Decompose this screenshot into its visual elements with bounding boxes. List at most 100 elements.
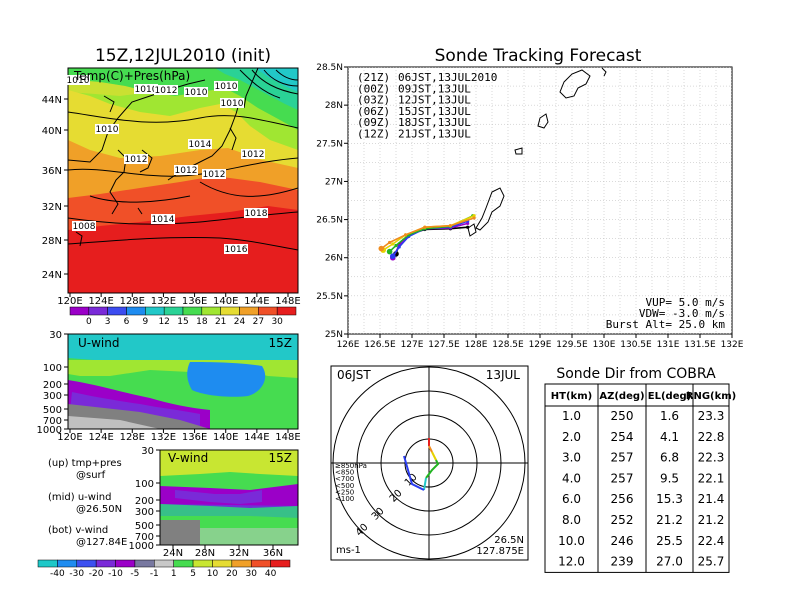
table-cell: 25.7 [698, 555, 725, 569]
burst-alt-param: Burst Alt= 25.0 km [606, 318, 726, 331]
wind-colorbar-swatch [115, 559, 136, 568]
u-pressure-tick-label: 100 [43, 363, 62, 374]
table-cell: 3.0 [562, 451, 581, 465]
u-lon-tick-label: 140E [213, 432, 238, 443]
table-cell: 22.8 [698, 430, 725, 444]
isobar-label-box [214, 81, 238, 91]
track-lat-tick-label: 25N [325, 330, 343, 340]
isobar-label: 1010 [215, 82, 238, 92]
u-wind-label: U-wind [78, 336, 119, 350]
temperature-map-panel: 15Z,12JUL2010 (init) [42, 46, 301, 327]
table-cell: 9.5 [660, 471, 679, 485]
table-cell: 4.0 [562, 471, 581, 485]
track-lat-tick-label: 28.5N [316, 63, 343, 73]
map-title: 15Z,12JUL2010 (init) [95, 46, 271, 66]
isobars [68, 69, 298, 251]
table-header-cell: HT(km) [551, 391, 592, 402]
map-lon-tick-label: 120E [57, 296, 82, 307]
wind-colorbar-tick-label: -1 [150, 569, 159, 579]
tracking-title: Sonde Tracking Forecast [435, 46, 642, 66]
table-cell: 25.5 [656, 534, 683, 548]
v-lat-tick-label: 24N [163, 548, 183, 559]
tracking-lat-axis: 28.5N 28N 27.5N 27N 26.5N 26N 25.5N 25N [316, 63, 348, 340]
track-lon-tick-label: 129E [529, 340, 552, 350]
track-endpoint [386, 248, 393, 255]
wind-colorbar-swatch [95, 559, 116, 568]
legend-line-1: (up) tmp+pres [48, 458, 122, 469]
isobar-label: 1010 [221, 99, 244, 109]
track-point [388, 240, 392, 245]
track-point [472, 214, 476, 218]
table-body: HT(km) AZ(deg) EL(deg)RNG(km) 1.0 250 1.6 23.3… [544, 383, 736, 573]
wind-colorbar-tick-label: 40 [265, 569, 277, 579]
v-pressure-tick-label: 300 [135, 507, 154, 518]
track-endpoint [378, 245, 385, 252]
v-pressure-tick-label: 1000 [129, 541, 154, 552]
isobar-label-box [124, 154, 148, 164]
v-wind-field [160, 450, 298, 545]
u-pressure-tick-label: 300 [43, 391, 62, 402]
track-lon-tick-label: 131.5E [684, 340, 716, 350]
vup-param: VUP= 5.0 m/s [646, 296, 725, 309]
map-lon-tick-label: 136E [182, 296, 207, 307]
map-lon-tick-label: 144E [244, 296, 269, 307]
legend-line-5: (bot) v-wind [48, 525, 108, 536]
isobar-label-box [151, 214, 175, 224]
table-title: Sonde Dir from COBRA [556, 366, 716, 382]
track-lon-tick-label: 132E [721, 340, 744, 350]
colorbar-swatch [239, 306, 259, 316]
track-point [397, 245, 401, 249]
track-point [423, 225, 427, 229]
tracking-lon-axis: 126E 126.5E 127E 127.5E 128E 128.5E 129E 129.5E… [337, 334, 744, 350]
polar-range-rings [331, 366, 528, 560]
isobar-label: 1014 [152, 215, 175, 225]
legend-time: 18JST,13JUL [398, 116, 471, 129]
wind-colorbar-swatch [250, 559, 271, 568]
track-lon-tick-label: 127E [401, 340, 424, 350]
table-cell: 1.6 [660, 409, 679, 423]
colorbar-tick-label: 9 [142, 317, 148, 327]
isobar-label: 1008 [73, 222, 96, 232]
u-wind-field [68, 334, 298, 429]
temperature-field [68, 68, 298, 293]
isobar-label: 1010 [67, 76, 90, 86]
table-cell: 257 [611, 451, 634, 465]
v-pressure-tick-label: 30 [141, 446, 154, 457]
tracking-grid [348, 67, 732, 334]
map-lat-tick-label: 36N [42, 166, 62, 177]
track-point [466, 221, 470, 225]
table-cell: 6.8 [660, 451, 679, 465]
map-lon-tick-label: 124E [88, 296, 113, 307]
legend-code: (06Z) [357, 105, 390, 118]
map-lat-tick-label: 28N [42, 236, 62, 247]
u-lon-tick-label: 120E [57, 432, 82, 443]
track-point [448, 224, 452, 228]
colorbar-tick-label: 12 [158, 317, 169, 327]
colorbar-tick-label: 24 [234, 317, 246, 327]
table-border [544, 383, 730, 573]
wind-colorbar-swatch [212, 559, 233, 568]
isobar-label-box [174, 165, 198, 175]
pressure-legend-item: <500 [335, 482, 354, 490]
legend-code: (03Z) [357, 94, 390, 107]
v-wind-label: V-wind [168, 451, 208, 465]
legend-line-6: @127.84E [76, 537, 127, 548]
table-cell: 22.4 [698, 534, 725, 548]
table-cell: 256 [611, 492, 634, 506]
wind-colorbar-tick-label: 20 [226, 569, 238, 579]
pressure-color-legend: ≥850hPa<850<700<500<250<100 [335, 462, 367, 503]
u-pressure-tick-label: 1000 [37, 425, 62, 436]
colorbar-swatch [220, 306, 240, 316]
v-pressure-tick-label: 100 [135, 479, 154, 490]
track-point [472, 216, 476, 220]
wind-colorbar-tick-label: -40 [50, 569, 65, 579]
isobar-label-box [244, 208, 268, 218]
legend-line-2: @surf [76, 470, 106, 481]
legend-code: (12Z) [357, 128, 390, 141]
u-lon-tick-label: 128E [120, 432, 145, 443]
isobar-label: 1010 [185, 88, 208, 98]
track-lat-tick-label: 27N [325, 177, 343, 187]
temperature-colorbar: 0 3 6 9 12 15 18 21 24 27 30 [69, 306, 297, 327]
